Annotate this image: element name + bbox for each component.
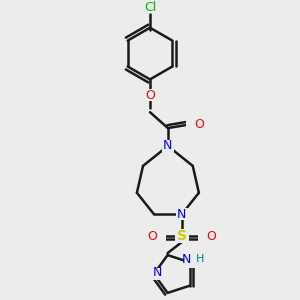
Bar [148,268,160,280]
Text: S: S [177,229,187,243]
Text: O: O [145,89,155,102]
Text: O: O [147,230,157,243]
Text: H: H [196,254,204,264]
Text: N: N [177,208,186,221]
Bar [176,208,188,220]
Bar [186,118,198,130]
Bar [162,140,174,152]
Text: N: N [153,266,163,278]
Bar [154,230,166,242]
Bar [144,89,156,101]
Text: O: O [195,118,205,130]
Text: Cl: Cl [144,1,156,14]
Text: N: N [163,140,172,152]
Bar [198,230,209,242]
Bar [175,229,189,243]
Text: N: N [182,253,191,266]
Bar [184,256,196,268]
Text: O: O [207,230,216,243]
